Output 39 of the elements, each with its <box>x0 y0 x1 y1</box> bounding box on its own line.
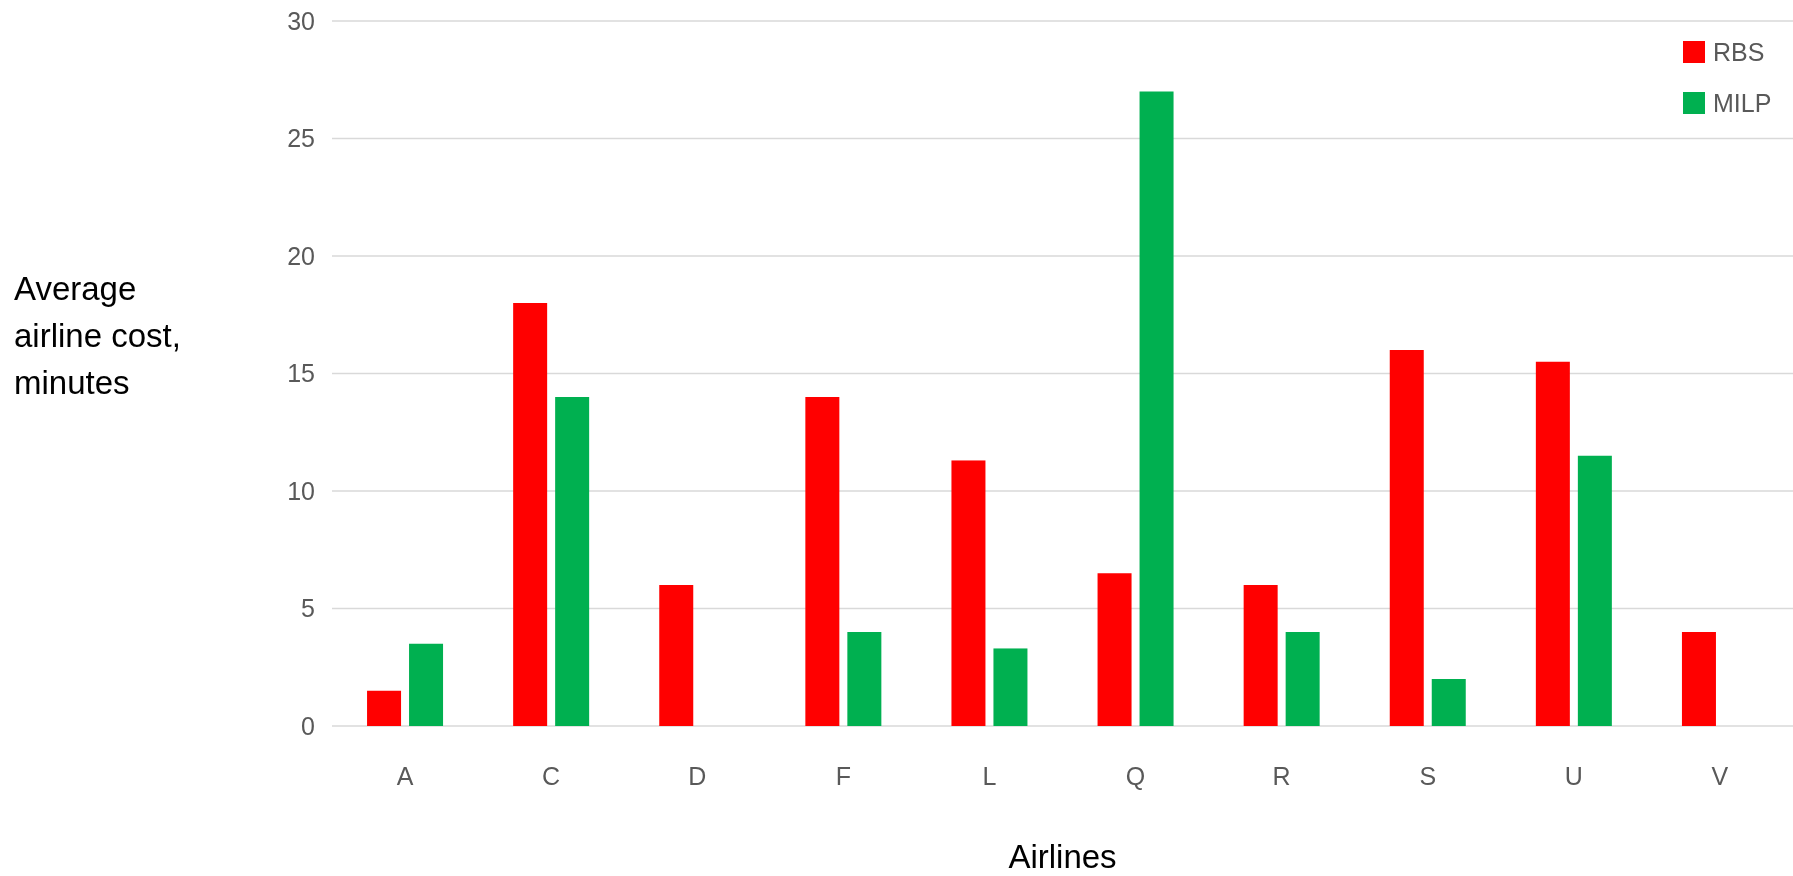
x-tick-label: Q <box>1125 761 1146 790</box>
bar <box>513 303 548 726</box>
y-axis-title: Average airline cost, minutes <box>14 270 181 401</box>
x-tick-label: C <box>542 761 561 790</box>
y-tick-label: 10 <box>287 476 315 505</box>
legend-label: MILP <box>1713 89 1772 117</box>
bar <box>1431 679 1466 726</box>
x-tick-label: L <box>982 761 997 790</box>
legend-label: RBS <box>1713 38 1765 66</box>
bar <box>1243 585 1278 726</box>
bar <box>847 632 882 726</box>
x-tick-label: D <box>688 761 707 790</box>
x-tick-label: R <box>1272 761 1291 790</box>
y-tick-label: 25 <box>287 124 315 152</box>
bar <box>1389 350 1424 726</box>
x-axis-title: Airlines <box>1008 838 1117 875</box>
x-tick-label: S <box>1419 761 1437 790</box>
bar <box>1577 455 1612 726</box>
bar <box>555 397 590 726</box>
y-tick-label: 5 <box>301 594 315 622</box>
bar <box>1097 573 1132 726</box>
bar <box>805 397 840 726</box>
bar <box>1535 361 1570 726</box>
y-tick-label: 30 <box>287 6 315 35</box>
y-tick-label: 20 <box>287 241 315 270</box>
x-tick-label: V <box>1711 761 1729 790</box>
bar <box>951 460 986 726</box>
x-tick-label: F <box>835 761 851 790</box>
bar <box>1139 91 1174 726</box>
bar <box>993 648 1028 726</box>
bar <box>409 643 444 726</box>
y-tick-label: 15 <box>287 359 315 387</box>
y-tick-label: 0 <box>301 711 315 740</box>
bar <box>1681 632 1716 726</box>
bar <box>367 690 402 726</box>
x-tick-label: U <box>1564 761 1583 790</box>
x-tick-label: A <box>396 761 414 790</box>
bar <box>1285 632 1320 726</box>
bar <box>659 585 694 726</box>
